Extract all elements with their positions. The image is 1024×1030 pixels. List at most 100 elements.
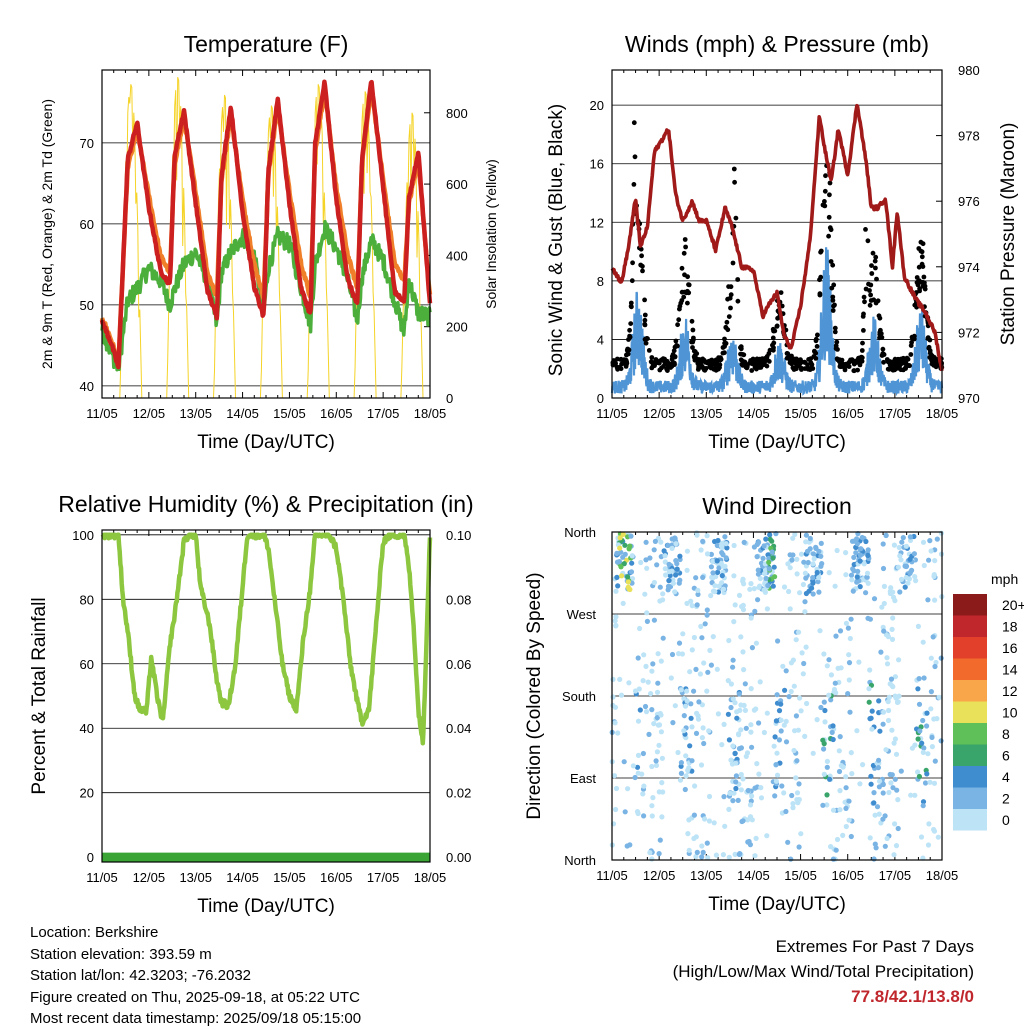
x-tick-label: 16/05 bbox=[831, 406, 864, 421]
direction-point bbox=[786, 694, 792, 700]
legend-swatch bbox=[953, 658, 987, 680]
chart-title: Relative Humidity (%) & Precipitation (i… bbox=[58, 491, 473, 517]
direction-point bbox=[684, 698, 690, 704]
direction-point bbox=[736, 592, 743, 599]
gust-point bbox=[790, 365, 796, 371]
direction-point bbox=[872, 812, 878, 818]
direction-point bbox=[864, 574, 870, 580]
legend-swatch bbox=[953, 680, 987, 702]
direction-point bbox=[774, 750, 780, 756]
y-tick-label: 16 bbox=[590, 157, 604, 172]
direction-point bbox=[822, 707, 828, 714]
gust-point bbox=[894, 361, 899, 366]
direction-point bbox=[666, 578, 672, 584]
direction-point bbox=[818, 704, 824, 711]
direction-point bbox=[614, 559, 621, 565]
humidity-precip-panel: Relative Humidity (%) & Precipitation (i… bbox=[29, 491, 474, 917]
y-tick-label: 12 bbox=[590, 215, 604, 230]
gust-point bbox=[733, 215, 739, 221]
direction-point bbox=[751, 586, 757, 592]
gust-point bbox=[703, 359, 708, 365]
direction-point bbox=[915, 623, 922, 630]
gust-point bbox=[642, 317, 648, 323]
direction-point bbox=[802, 733, 808, 740]
direction-point bbox=[821, 771, 827, 777]
direction-point bbox=[860, 762, 866, 768]
gust-point bbox=[632, 154, 638, 160]
gust-point bbox=[671, 348, 677, 354]
direction-point bbox=[681, 713, 687, 719]
direction-point bbox=[853, 550, 859, 556]
y2-tick-label: 0.02 bbox=[446, 786, 471, 801]
direction-point bbox=[869, 726, 875, 732]
direction-point bbox=[879, 604, 885, 610]
direction-point bbox=[709, 574, 715, 581]
direction-point bbox=[613, 622, 619, 629]
direction-point bbox=[656, 851, 662, 857]
gust-point bbox=[877, 315, 883, 321]
gust-point bbox=[833, 343, 839, 349]
direction-point bbox=[755, 567, 761, 573]
gust-point bbox=[659, 365, 664, 371]
direction-point bbox=[693, 666, 699, 673]
direction-point bbox=[626, 680, 632, 686]
gust-point bbox=[770, 335, 776, 341]
direction-point bbox=[872, 841, 878, 847]
direction-point bbox=[714, 558, 720, 564]
direction-point bbox=[748, 686, 754, 692]
gust-point bbox=[764, 363, 770, 369]
gust-point bbox=[812, 348, 817, 354]
direction-point bbox=[622, 551, 628, 557]
direction-point bbox=[745, 817, 751, 823]
direction-point bbox=[857, 558, 863, 564]
gust-point bbox=[672, 362, 677, 367]
direction-point bbox=[767, 532, 773, 538]
direction-point bbox=[670, 720, 676, 726]
direction-point bbox=[800, 671, 806, 677]
x-tick-label: 17/05 bbox=[879, 868, 912, 883]
direction-point bbox=[929, 734, 935, 741]
direction-point bbox=[798, 551, 805, 557]
gust-point bbox=[865, 238, 871, 244]
gust-point bbox=[700, 365, 706, 370]
x-tick-label: 18/05 bbox=[926, 868, 959, 883]
y-axis-label: Sonic Wind & Gust (Blue, Black) bbox=[546, 104, 567, 376]
direction-point bbox=[735, 797, 741, 804]
direction-point bbox=[762, 589, 769, 595]
direction-point bbox=[641, 813, 647, 819]
direction-point bbox=[696, 699, 702, 705]
gust-point bbox=[709, 357, 715, 363]
direction-point bbox=[718, 543, 725, 549]
y-tick-label: 100 bbox=[72, 528, 94, 543]
direction-point bbox=[681, 728, 687, 734]
direction-point bbox=[847, 635, 853, 642]
y-tick-label: West bbox=[567, 607, 597, 622]
direction-point bbox=[845, 691, 851, 697]
direction-point bbox=[871, 856, 877, 862]
gust-point bbox=[863, 227, 868, 232]
direction-point bbox=[615, 583, 621, 589]
direction-point bbox=[856, 659, 862, 665]
y-axis-label: 2m & 9m T (Red, Orange) & 2m Td (Green) bbox=[39, 99, 55, 369]
direction-point bbox=[866, 686, 872, 692]
direction-point bbox=[791, 747, 797, 754]
direction-point bbox=[818, 540, 824, 547]
gust-point bbox=[890, 362, 895, 368]
direction-point bbox=[906, 576, 913, 582]
direction-point bbox=[649, 763, 655, 770]
direction-point bbox=[865, 552, 871, 559]
direction-point bbox=[897, 589, 903, 595]
direction-point bbox=[710, 570, 716, 576]
gust-point bbox=[830, 262, 836, 268]
direction-point bbox=[824, 802, 830, 808]
gust-point bbox=[827, 225, 833, 231]
direction-point bbox=[782, 687, 788, 693]
plot-frame bbox=[101, 529, 431, 863]
direction-point bbox=[895, 699, 901, 705]
direction-point bbox=[857, 552, 864, 558]
direction-point bbox=[698, 623, 704, 630]
direction-point bbox=[618, 564, 624, 570]
direction-point bbox=[649, 856, 655, 862]
direction-point bbox=[725, 678, 731, 684]
direction-point bbox=[800, 581, 807, 588]
